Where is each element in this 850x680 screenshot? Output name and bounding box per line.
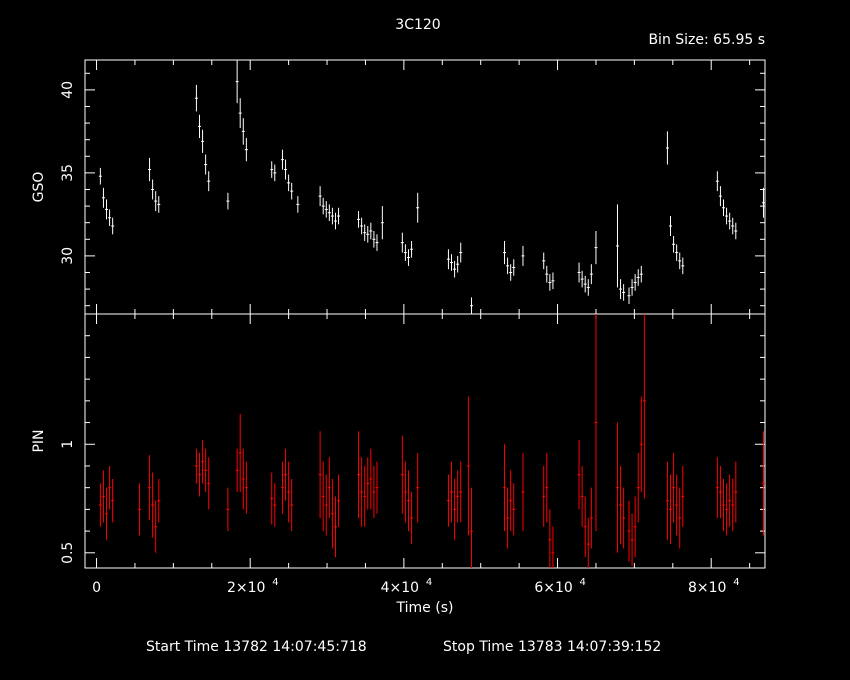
- start-time-label: Start Time 13782 14:07:45:718: [146, 639, 367, 655]
- stop-time-label: Stop Time 13783 14:07:39:152: [443, 639, 661, 655]
- gso-axis-label: GSO: [31, 172, 47, 203]
- panel-frame: [84, 313, 766, 569]
- y-tick-label: 1: [60, 440, 76, 449]
- chart-title: 3C120: [395, 17, 440, 33]
- x-tick-exponent: 4: [426, 577, 432, 588]
- panel-frame: [84, 59, 766, 315]
- y-tick-label: 40: [60, 81, 76, 99]
- y-tick-label: 0.5: [60, 542, 76, 564]
- time-axis-label: Time (s): [396, 600, 454, 616]
- x-tick-label-text: 8×10: [688, 580, 726, 596]
- x-tick-label: 4×10 4: [381, 577, 433, 596]
- pin-panel: 0.5 1 0 2×10 4 4×10 4 6×10 4 8×10 4: [60, 313, 766, 596]
- x-tick-label-text: 4×10: [381, 580, 419, 596]
- y-tick-label: 35: [60, 164, 76, 182]
- x-tick-label-text: 0: [92, 580, 101, 596]
- x-tick-label: 2×10 4: [227, 577, 279, 596]
- x-tick-label-text: 6×10: [534, 580, 572, 596]
- pin-axis-label: PIN: [31, 429, 47, 452]
- bin-size-label: Bin Size: 65.95 s: [648, 32, 765, 48]
- x-tick-exponent: 4: [272, 577, 278, 588]
- x-tick-label: 8×10 4: [688, 577, 740, 596]
- x-tick-label: 0: [92, 580, 101, 596]
- x-tick-label-text: 2×10: [227, 580, 265, 596]
- x-tick-exponent: 4: [580, 577, 586, 588]
- x-tick-exponent: 4: [733, 577, 739, 588]
- x-tick-label: 6×10 4: [534, 577, 586, 596]
- gso-panel: 30 35 40: [60, 59, 766, 315]
- y-tick-label: 30: [60, 247, 76, 265]
